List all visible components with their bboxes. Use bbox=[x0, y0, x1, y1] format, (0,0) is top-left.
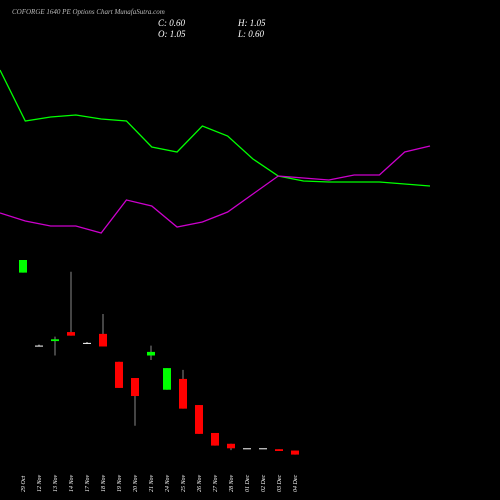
ohlc-low: L: 0.60 bbox=[237, 29, 265, 39]
ohlc-close: C: 0.60 bbox=[158, 18, 186, 28]
x-tick-label: 18 Nov bbox=[101, 474, 107, 492]
x-tick-label: 19 Nov bbox=[117, 474, 123, 492]
candle-body bbox=[99, 333, 107, 347]
candle-body bbox=[19, 260, 27, 273]
x-tick-label: 28 Nov bbox=[229, 474, 235, 492]
candle-body bbox=[131, 378, 139, 397]
candle-body bbox=[67, 332, 75, 336]
x-tick-label: 01 Dec bbox=[245, 475, 251, 492]
candle-body bbox=[195, 405, 203, 434]
x-tick-label: 25 Nov bbox=[181, 474, 187, 492]
candle-body bbox=[211, 432, 219, 446]
x-tick-label: 14 Nov bbox=[68, 474, 75, 492]
candle-body bbox=[259, 448, 267, 450]
candle-body bbox=[163, 368, 171, 390]
x-tick-label: 24 Nov bbox=[164, 474, 171, 492]
x-tick-label: 03 Dec bbox=[277, 475, 283, 492]
candle-body bbox=[115, 361, 123, 388]
candle-body bbox=[275, 449, 283, 451]
x-tick-label: 13 Nov bbox=[53, 474, 59, 492]
x-tick-label: 04 Dec bbox=[292, 475, 299, 492]
x-tick-label: 20 Nov bbox=[133, 474, 139, 492]
candle-body bbox=[227, 443, 235, 449]
x-tick-label: 29 Oct bbox=[21, 476, 27, 492]
x-tick-label: 26 Nov bbox=[197, 474, 203, 492]
candle-body bbox=[243, 448, 251, 450]
x-tick-label: 21 Nov bbox=[149, 474, 155, 492]
candle-body bbox=[291, 450, 299, 455]
x-tick-label: 17 Nov bbox=[85, 474, 91, 492]
candle-body bbox=[147, 351, 155, 356]
x-tick-label: 12 Nov bbox=[37, 474, 43, 492]
candle-body bbox=[35, 345, 43, 347]
candle-body bbox=[83, 342, 91, 344]
candle-body bbox=[179, 378, 187, 409]
line-series bbox=[0, 69, 431, 187]
ohlc-open: O: 1.05 bbox=[158, 29, 186, 39]
line-series bbox=[0, 145, 431, 234]
x-tick-label: 02 Dec bbox=[261, 475, 267, 492]
chart-title: COFORGE 1640 PE Options Chart MunafaSutr… bbox=[12, 8, 165, 16]
ohlc-high: H: 1.05 bbox=[237, 18, 266, 28]
candle-body bbox=[51, 339, 59, 342]
x-tick-label: 27 Nov bbox=[213, 474, 219, 492]
